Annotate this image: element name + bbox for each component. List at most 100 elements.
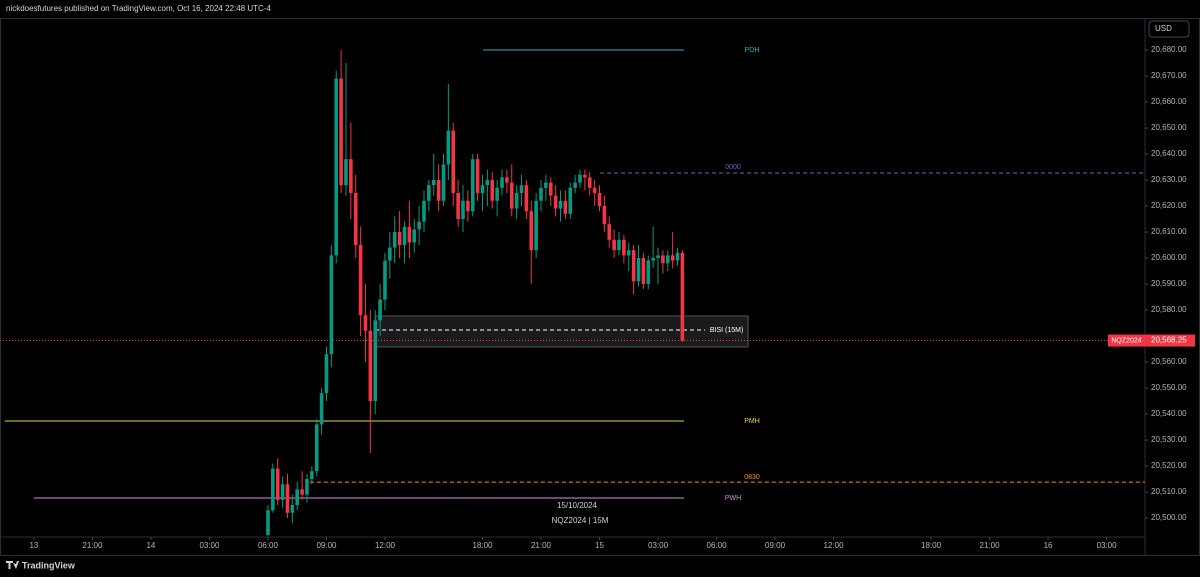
candle-body <box>651 257 655 261</box>
candle-body <box>665 255 670 264</box>
x-tick-label: 15 <box>595 541 604 550</box>
plot: 20,500.00 20,510.00 20,520.00 20,530.00 20,5… <box>0 45 1195 550</box>
y-tick-label: 20,590.00 <box>1151 279 1187 288</box>
x-tick-label: 21:00 <box>531 541 552 550</box>
candle-body <box>446 130 451 165</box>
candle-body <box>607 224 612 240</box>
candle-body <box>436 179 441 201</box>
candle-body <box>592 187 597 193</box>
x-tick-label: 18:00 <box>472 541 493 550</box>
x-tick-label: 06:00 <box>707 541 728 550</box>
candle-body <box>363 315 368 331</box>
candle-body <box>368 330 373 402</box>
candle-body <box>295 489 300 506</box>
bisi-label: BISI (15M) <box>710 327 743 334</box>
y-tick-label: 20,660.00 <box>1151 97 1187 106</box>
y-tick-label: 20,520.00 <box>1151 461 1187 470</box>
candle-body <box>475 159 480 193</box>
x-tick-label: 13 <box>29 541 38 550</box>
price-tag <box>1145 334 1195 347</box>
currency-button-label[interactable]: USD <box>1155 24 1172 33</box>
candle-body <box>509 182 514 209</box>
y-tick-label: 20,500.00 <box>1151 513 1187 522</box>
x-tick-label: 09:00 <box>316 541 337 550</box>
candle-body <box>329 255 334 355</box>
x-tick-label: 16 <box>1044 541 1053 550</box>
level-label: PWH <box>725 495 741 502</box>
candle-body <box>612 239 616 251</box>
candle-body <box>353 192 358 245</box>
candle-body <box>344 159 348 186</box>
x-tick-label: 14 <box>146 541 155 550</box>
footer-logo <box>6 561 19 569</box>
candle-body <box>300 489 304 495</box>
candle-body <box>310 471 314 480</box>
candle-body <box>314 424 319 472</box>
candle-body <box>578 174 582 183</box>
y-tick-label: 20,640.00 <box>1151 149 1187 158</box>
currency-button[interactable] <box>1148 20 1190 38</box>
candle-body <box>451 130 456 193</box>
y-tick-label: 20,600.00 <box>1151 253 1187 262</box>
candle-body <box>583 174 587 178</box>
y-tick-label: 20,530.00 <box>1151 435 1187 444</box>
candle-body <box>266 510 270 535</box>
candle-body <box>534 200 538 251</box>
candle-body <box>431 179 436 186</box>
candle-body <box>495 187 499 201</box>
y-tick-label: 20,620.00 <box>1151 201 1187 210</box>
candle-body <box>505 177 509 183</box>
candle-body <box>339 78 343 186</box>
symbol-tag <box>1108 334 1145 347</box>
candle-body <box>324 354 329 394</box>
x-tick-label: 21:00 <box>980 541 1001 550</box>
candle-body <box>675 252 680 261</box>
candle-body <box>480 185 485 193</box>
candle-body <box>461 200 465 219</box>
candle-body <box>280 484 285 500</box>
x-tick-label: 03:00 <box>199 541 220 550</box>
x-tick-label: 03:00 <box>648 541 669 550</box>
candle-body <box>485 179 490 186</box>
y-tick-label: 20,580.00 <box>1151 305 1187 314</box>
candle-body <box>656 255 660 258</box>
x-tick-label: 21:00 <box>82 541 103 550</box>
header-text: nickdoesfutures published on TradingView… <box>6 4 271 13</box>
candle-body <box>622 239 626 256</box>
y-tick-label: 20,670.00 <box>1151 71 1187 80</box>
bisi-zone <box>374 315 749 348</box>
candle-body <box>626 250 631 256</box>
candle-body <box>271 468 275 511</box>
y-tick-label: 20,540.00 <box>1151 409 1187 418</box>
candle-body <box>383 260 387 300</box>
level-label: 0000 <box>725 164 741 171</box>
candle-body <box>441 164 446 201</box>
candle-body <box>641 257 646 285</box>
candle-body <box>427 185 431 201</box>
candle-body <box>514 192 519 209</box>
y-tick-label: 20,560.00 <box>1151 357 1187 366</box>
candle-body <box>358 244 363 316</box>
date-label: 15/10/2024 <box>557 501 598 510</box>
candle-body <box>602 205 607 225</box>
candle-body <box>397 231 402 245</box>
y-tick-label: 20,550.00 <box>1151 383 1187 392</box>
candle-body <box>334 78 339 256</box>
candle-body <box>553 195 558 209</box>
candle-body <box>548 182 553 196</box>
candle-body <box>597 192 602 206</box>
candle-body <box>285 484 290 513</box>
y-tick-label: 20,630.00 <box>1151 175 1187 184</box>
candle-body <box>490 179 495 201</box>
candle-body <box>378 299 382 321</box>
candle-body <box>680 252 685 341</box>
candle-body <box>631 250 636 282</box>
x-tick-label: 12:00 <box>375 541 396 550</box>
footer-brand: TradingView <box>22 560 76 570</box>
candle-body <box>661 255 665 264</box>
candle-body <box>587 177 592 188</box>
candle-body <box>670 255 675 261</box>
